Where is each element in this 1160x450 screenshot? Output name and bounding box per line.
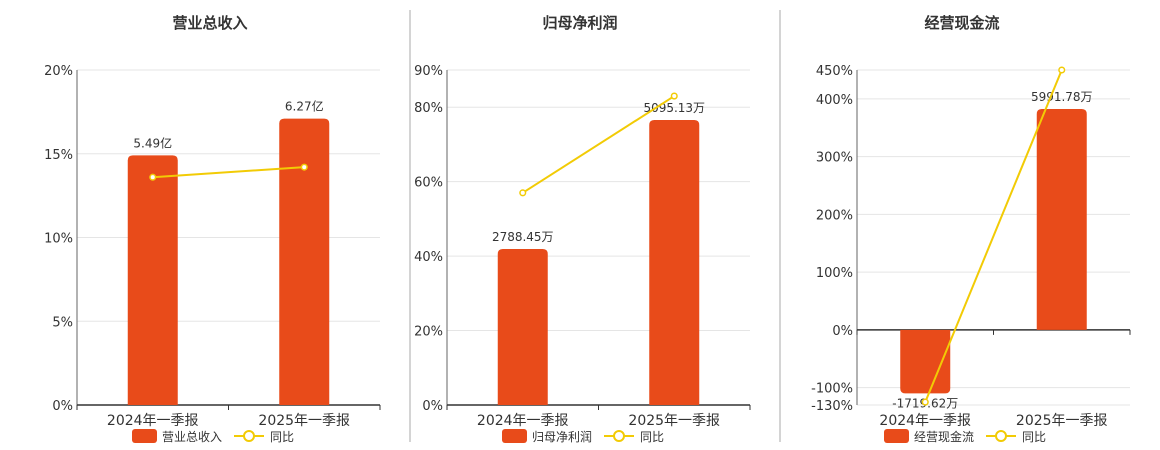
y-tick-label: 100% bbox=[816, 266, 853, 281]
legend-bar-label: 归母净利润 bbox=[532, 430, 592, 444]
y-tick-label: 60% bbox=[414, 176, 443, 191]
legend-line-marker bbox=[995, 430, 1007, 442]
bar-data-label: 5991.78万 bbox=[1031, 90, 1093, 104]
y-tick-label: -100% bbox=[811, 382, 853, 397]
y-tick-label: 90% bbox=[414, 64, 443, 79]
legend-line-marker bbox=[243, 430, 255, 442]
y-tick-label: 0% bbox=[832, 324, 853, 339]
y-tick-label: 40% bbox=[414, 250, 443, 265]
bar bbox=[127, 155, 178, 405]
y-tick-label: 80% bbox=[414, 101, 443, 116]
y-tick-label: 10% bbox=[44, 232, 73, 247]
legend-bar-swatch bbox=[132, 429, 157, 443]
y-tick-label: 0% bbox=[52, 399, 73, 414]
legend-line-label: 同比 bbox=[1022, 430, 1046, 444]
y-tick-label: 400% bbox=[816, 93, 853, 108]
bar-data-label: 5.49亿 bbox=[133, 135, 172, 150]
yoy-line bbox=[522, 95, 675, 194]
legend-bar-swatch bbox=[502, 429, 527, 443]
bar bbox=[900, 329, 951, 394]
y-tick-label: 200% bbox=[816, 208, 853, 223]
bar-data-label: 2788.45万 bbox=[492, 230, 554, 244]
x-tick-label: 2024年一季报 bbox=[879, 413, 971, 429]
legend-bar-label: 营业总收入 bbox=[162, 430, 222, 444]
yoy-point bbox=[1058, 66, 1066, 74]
bar bbox=[497, 249, 548, 405]
yoy-point bbox=[921, 398, 929, 406]
yoy-point bbox=[519, 189, 527, 197]
yoy-point bbox=[149, 173, 157, 181]
legend-bar-label: 经营现金流 bbox=[914, 429, 974, 444]
legend-line-label: 同比 bbox=[640, 430, 664, 444]
bar-data-label: 5095.13万 bbox=[643, 101, 705, 115]
y-tick-label: 20% bbox=[414, 325, 443, 340]
y-tick-label: 5% bbox=[52, 315, 73, 330]
x-tick-label: 2025年一季报 bbox=[258, 413, 350, 429]
y-tick-label: 20% bbox=[44, 64, 73, 79]
y-tick-label: 300% bbox=[816, 151, 853, 166]
y-tick-label: 0% bbox=[422, 399, 443, 414]
bar bbox=[649, 120, 700, 405]
y-tick-label: 15% bbox=[44, 148, 73, 163]
legend-line-marker bbox=[613, 430, 625, 442]
x-tick-label: 2025年一季报 bbox=[1016, 413, 1108, 429]
x-tick-label: 2024年一季报 bbox=[477, 413, 569, 429]
bar-data-label: 6.27亿 bbox=[285, 99, 324, 114]
y-tick-label: -130% bbox=[811, 399, 853, 414]
legend-bar-swatch bbox=[884, 429, 909, 443]
chart-title: 归母净利润 bbox=[542, 14, 617, 32]
chart-title: 营业总收入 bbox=[172, 14, 247, 32]
yoy-line bbox=[152, 166, 305, 179]
x-tick-label: 2025年一季报 bbox=[628, 413, 720, 429]
legend-line-label: 同比 bbox=[270, 430, 294, 444]
chart-title: 经营现金流 bbox=[924, 14, 999, 32]
bar bbox=[1036, 109, 1087, 330]
x-tick-label: 2024年一季报 bbox=[107, 413, 199, 429]
yoy-point bbox=[300, 163, 308, 171]
yoy-point bbox=[670, 92, 678, 100]
bar bbox=[279, 118, 330, 405]
yoy-line bbox=[924, 69, 1063, 403]
y-tick-label: 450% bbox=[816, 64, 853, 79]
